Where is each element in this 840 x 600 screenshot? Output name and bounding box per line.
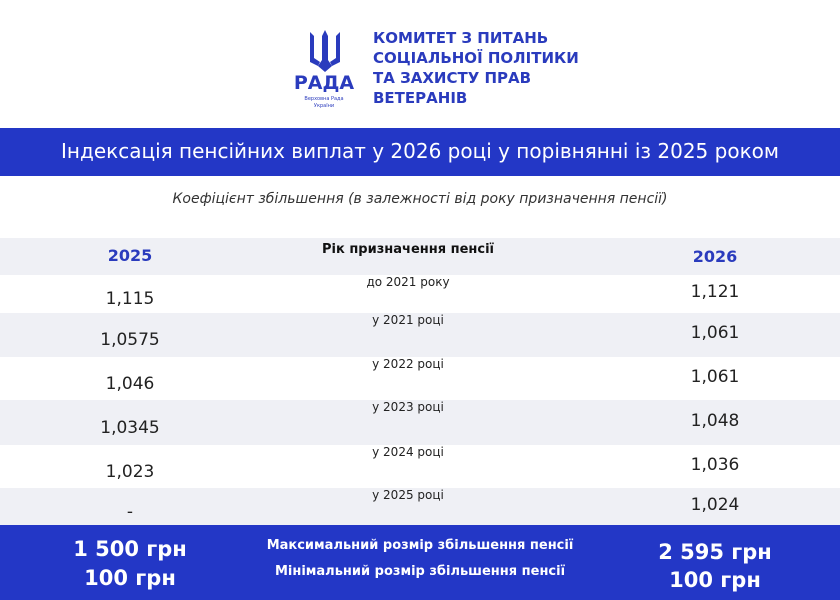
footer-value: 2 595 грн	[658, 540, 772, 564]
cell-2025: 1,023	[105, 461, 155, 482]
footer-value: 100 грн	[669, 568, 761, 592]
column-header: Рік призначення пенсії	[321, 242, 495, 257]
committee-line: СОЦІАЛЬНОЇ ПОЛІТИКИ	[373, 49, 579, 67]
cell-2025: -	[126, 501, 134, 522]
column-header: 2026	[692, 247, 738, 266]
logo-caption: України	[313, 103, 335, 109]
committee-name: КОМИТЕТ З ПИТАНЬ СОЦІАЛЬНОЇ ПОЛІТИКИ ТА …	[373, 28, 579, 108]
footer-value: 1 500 грн	[73, 537, 187, 561]
cell-2025: 1,046	[105, 373, 155, 394]
cell-year: у 2022 році	[372, 357, 444, 371]
column-header: 2025	[107, 246, 153, 265]
cell-2026: 1,024	[690, 494, 740, 515]
logo-name: РАДА	[293, 72, 355, 94]
table-header: 2025 Рік призначення пенсії 2026	[0, 238, 840, 275]
logo-caption: Верховна Рада	[304, 96, 344, 102]
footer-label: Мінімальний розмір збільшення пенсії	[274, 564, 566, 579]
committee-line: ВЕТЕРАНІВ	[373, 89, 468, 107]
table-row: - у 2025 році 1,024	[0, 488, 840, 525]
cell-year: до 2021 року	[366, 275, 450, 289]
table-row: 1,0345 у 2023 році 1,048	[0, 400, 840, 445]
committee-line: КОМИТЕТ З ПИТАНЬ	[373, 29, 549, 47]
cell-2026: 1,061	[690, 323, 740, 343]
trident-logo	[310, 30, 340, 72]
cell-2025: 1,115	[105, 289, 155, 309]
table-row: 1,046 у 2022 році 1,061	[0, 357, 840, 400]
cell-year: у 2024 році	[372, 445, 444, 459]
cell-2026: 1,036	[690, 454, 740, 475]
cell-2026: 1,061	[690, 366, 740, 387]
committee-line: ТА ЗАХИСТУ ПРАВ	[373, 69, 532, 87]
cell-year: у 2021 році	[372, 313, 444, 327]
title: Індексація пенсійних виплат у 2026 році …	[61, 139, 779, 163]
footer-value: 100 грн	[84, 566, 176, 590]
footer-label: Максимальний розмір збільшення пенсії	[266, 538, 574, 553]
cell-year: у 2025 році	[372, 488, 444, 502]
footer: 1 500 грн 100 грн Максимальний розмір зб…	[0, 525, 840, 600]
subtitle: Коефіцієнт збільшення (в залежності від …	[172, 191, 668, 207]
cell-2025: 1,0345	[100, 417, 160, 438]
table-row: 1,115 до 2021 року 1,121	[0, 275, 840, 313]
table-row: 1,023 у 2024 році 1,036	[0, 445, 840, 488]
table-row: 1,0575 у 2021 році 1,061	[0, 313, 840, 357]
cell-2025: 1,0575	[100, 330, 160, 350]
cell-2026: 1,048	[690, 410, 740, 431]
cell-year: у 2023 році	[372, 400, 444, 414]
cell-2026: 1,121	[690, 282, 740, 302]
title-bar: Індексація пенсійних виплат у 2026 році …	[0, 128, 840, 176]
